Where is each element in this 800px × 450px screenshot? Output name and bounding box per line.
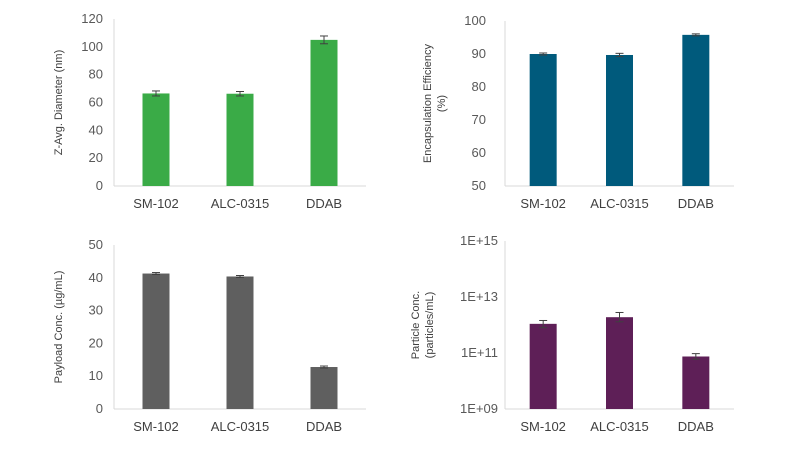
x-tick-label: SM-102	[133, 419, 179, 434]
bar-sm-102	[142, 93, 170, 186]
y-tick-label: 60	[472, 145, 486, 160]
bar-alc-0315	[226, 276, 254, 409]
y-axis-label: Payload Conc. (µg/mL)	[53, 271, 65, 384]
x-tick-label: SM-102	[520, 196, 566, 211]
y-tick-label: 60	[89, 95, 103, 110]
x-tick-label: SM-102	[520, 419, 566, 434]
bar-ddab	[310, 39, 338, 186]
x-tick-label: ALC-0315	[211, 419, 270, 434]
x-tick-label: ALC-0315	[590, 419, 649, 434]
x-tick-label: ALC-0315	[211, 196, 270, 211]
y-tick-label: 120	[81, 11, 103, 26]
x-tick-label: DDAB	[306, 419, 342, 434]
chart-encapsulation-efficiency: 50 60 70 80 90 100 Encapsulation Efficiency (%)…	[422, 13, 734, 211]
y-tick-label: 20	[89, 150, 103, 165]
y-tick-label: 1E+11	[461, 345, 498, 360]
y-tick-label: 50	[472, 178, 486, 193]
y-axis-label: (particles/mL)	[424, 292, 436, 359]
chart-particle-conc: 1E+09 1E+11 1E+13 1E+15 Particle Conc. (parti…	[410, 233, 734, 434]
y-tick-label: 100	[81, 39, 103, 54]
y-axis-label: Particle Conc.	[410, 291, 422, 359]
y-tick-label: 40	[89, 270, 103, 285]
y-tick-label: 1E+15	[460, 233, 498, 248]
y-tick-label: 1E+13	[460, 289, 498, 304]
y-tick-label: 50	[89, 237, 103, 252]
x-tick-label: DDAB	[678, 196, 714, 211]
chart-payload-conc: 0 10 20 30 40 50 Payload Conc. (µg/mL) SM-102 AL…	[53, 237, 366, 434]
y-tick-label: 100	[464, 13, 486, 28]
y-tick-label: 0	[96, 178, 103, 193]
x-tick-label: DDAB	[306, 196, 342, 211]
y-tick-label: 1E+09	[460, 401, 498, 416]
y-axis-label: Encapsulation Efficiency	[422, 43, 434, 163]
y-tick-label: 40	[89, 122, 103, 137]
y-tick-label: 80	[472, 79, 486, 94]
y-tick-label: 70	[472, 112, 486, 127]
x-tick-label: ALC-0315	[590, 196, 649, 211]
bar-alc-0315	[226, 93, 254, 186]
bar-ddab	[682, 356, 710, 409]
y-tick-label: 30	[89, 303, 103, 318]
bar-ddab	[682, 34, 710, 186]
y-tick-label: 80	[89, 67, 103, 82]
y-tick-label: 90	[472, 46, 486, 61]
bar-sm-102	[529, 323, 557, 409]
bar-alc-0315	[606, 317, 633, 409]
bar-alc-0315	[606, 54, 633, 186]
y-tick-label: 0	[96, 401, 103, 416]
bar-sm-102	[529, 54, 557, 186]
y-tick-label: 10	[89, 368, 103, 383]
chart-z-avg-diameter: 0 20 40 60 80 100 120 Z-Avg. Diameter (nm) SM-10…	[53, 11, 366, 211]
x-tick-label: DDAB	[678, 419, 714, 434]
y-tick-label: 20	[89, 335, 103, 350]
bar-sm-102	[142, 273, 170, 409]
x-tick-label: SM-102	[133, 196, 179, 211]
y-axis-label: (%)	[436, 95, 448, 112]
y-axis-label: Z-Avg. Diameter (nm)	[53, 50, 65, 156]
bar-ddab	[310, 367, 338, 409]
